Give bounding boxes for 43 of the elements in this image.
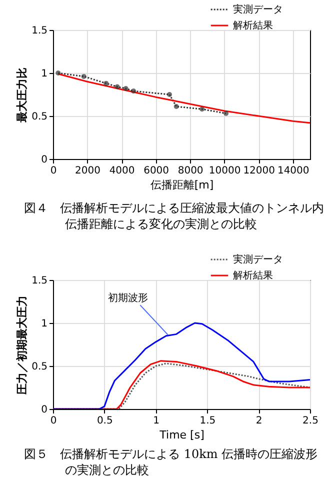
y-tick-label: 0 <box>41 154 48 166</box>
x-tick-label: 8000 <box>178 166 204 176</box>
caption: 図４ 伝播解析モデルによる圧縮波最大値のトンネル内伝播距離による変化の実測との比較 <box>24 200 324 232</box>
x-tick-label: 0 <box>50 166 57 176</box>
y-tick-label: 0 <box>41 404 48 416</box>
point <box>224 110 229 116</box>
point <box>104 80 109 86</box>
point <box>167 92 172 97</box>
y-tick-label: 1 <box>41 68 48 80</box>
y-tick-label: 1.5 <box>32 276 48 286</box>
legend-label: 解析結果 <box>233 20 273 32</box>
y-tick-label: 0.5 <box>32 362 48 372</box>
point <box>81 74 86 79</box>
x-tick-label: 14000 <box>277 166 310 176</box>
x-tick-label: 0 <box>50 416 57 426</box>
legend-label: 解析結果 <box>233 270 273 282</box>
y-tick-label: 1.5 <box>32 26 48 36</box>
point <box>200 106 205 112</box>
point <box>123 86 128 91</box>
x-tick-label: 2.5 <box>302 416 318 426</box>
legend-label: 実測データ <box>233 4 283 16</box>
y-tick-label: 1 <box>41 318 48 330</box>
point <box>56 70 61 76</box>
x-tick-label: 1.5 <box>200 416 216 426</box>
x-tick-label: 10000 <box>208 166 241 176</box>
y-tick-label: 0.5 <box>32 112 48 122</box>
x-tick-label: 2 <box>256 416 262 426</box>
x-axis-title: 伝播距離[m] <box>150 178 214 192</box>
point <box>114 84 120 90</box>
x-tick-label: 0.5 <box>96 416 113 426</box>
x-tick-label: 1 <box>153 416 160 426</box>
x-axis-title: Time [s] <box>158 428 204 442</box>
point <box>174 104 179 110</box>
y-axis-title: 圧力／初期最大圧力 <box>16 296 29 396</box>
x-tick-label: 12000 <box>243 166 276 176</box>
x-tick-label: 4000 <box>109 166 135 176</box>
x-tick-label: 6000 <box>144 166 170 176</box>
legend-label: 実測データ <box>233 254 283 266</box>
annotation: 初期波形 <box>108 292 148 304</box>
y-axis-title: 最大圧力比 <box>16 68 29 124</box>
caption: 図５ 伝播解析モデルによる 10km 伝播時の圧縮波形の実測との比較 <box>24 446 319 478</box>
point <box>131 88 136 94</box>
x-tick-label: 2000 <box>75 166 100 176</box>
